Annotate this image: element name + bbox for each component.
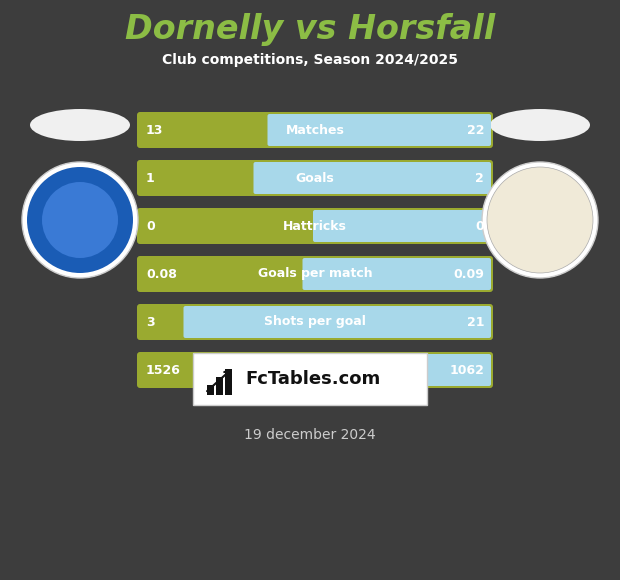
Text: Club competitions, Season 2024/2025: Club competitions, Season 2024/2025 <box>162 53 458 67</box>
FancyBboxPatch shape <box>137 160 493 196</box>
Text: FcTables.com: FcTables.com <box>245 370 380 388</box>
Text: 13: 13 <box>146 124 164 136</box>
Text: 22: 22 <box>466 124 484 136</box>
FancyBboxPatch shape <box>303 258 491 290</box>
Circle shape <box>42 182 118 258</box>
Text: 0: 0 <box>146 219 155 233</box>
Text: Shots per goal: Shots per goal <box>264 316 366 328</box>
Text: 1062: 1062 <box>449 364 484 376</box>
Bar <box>225 369 232 395</box>
Text: 19 december 2024: 19 december 2024 <box>244 428 376 442</box>
FancyBboxPatch shape <box>193 353 427 405</box>
FancyBboxPatch shape <box>137 304 493 340</box>
Text: Min per goal: Min per goal <box>271 364 359 376</box>
Text: Matches: Matches <box>286 124 345 136</box>
Ellipse shape <box>490 109 590 141</box>
Text: 0.09: 0.09 <box>453 267 484 281</box>
FancyBboxPatch shape <box>267 114 491 146</box>
Circle shape <box>487 167 593 273</box>
Circle shape <box>22 162 138 278</box>
FancyBboxPatch shape <box>184 306 491 338</box>
Text: Goals per match: Goals per match <box>258 267 373 281</box>
Text: 2: 2 <box>476 172 484 184</box>
Text: 1: 1 <box>146 172 155 184</box>
Text: 0: 0 <box>476 219 484 233</box>
FancyBboxPatch shape <box>254 162 491 194</box>
FancyBboxPatch shape <box>137 256 493 292</box>
Text: 21: 21 <box>466 316 484 328</box>
Circle shape <box>27 167 133 273</box>
FancyBboxPatch shape <box>137 352 493 388</box>
Text: 0.08: 0.08 <box>146 267 177 281</box>
FancyBboxPatch shape <box>137 208 493 244</box>
Text: 1526: 1526 <box>146 364 181 376</box>
Bar <box>216 377 223 395</box>
Text: Goals: Goals <box>296 172 334 184</box>
Ellipse shape <box>30 109 130 141</box>
Bar <box>207 385 214 395</box>
Text: Dornelly vs Horsfall: Dornelly vs Horsfall <box>125 13 495 46</box>
Text: Hattricks: Hattricks <box>283 219 347 233</box>
Text: 3: 3 <box>146 316 154 328</box>
FancyBboxPatch shape <box>137 112 493 148</box>
Circle shape <box>482 162 598 278</box>
FancyBboxPatch shape <box>348 354 491 386</box>
FancyBboxPatch shape <box>313 210 491 242</box>
